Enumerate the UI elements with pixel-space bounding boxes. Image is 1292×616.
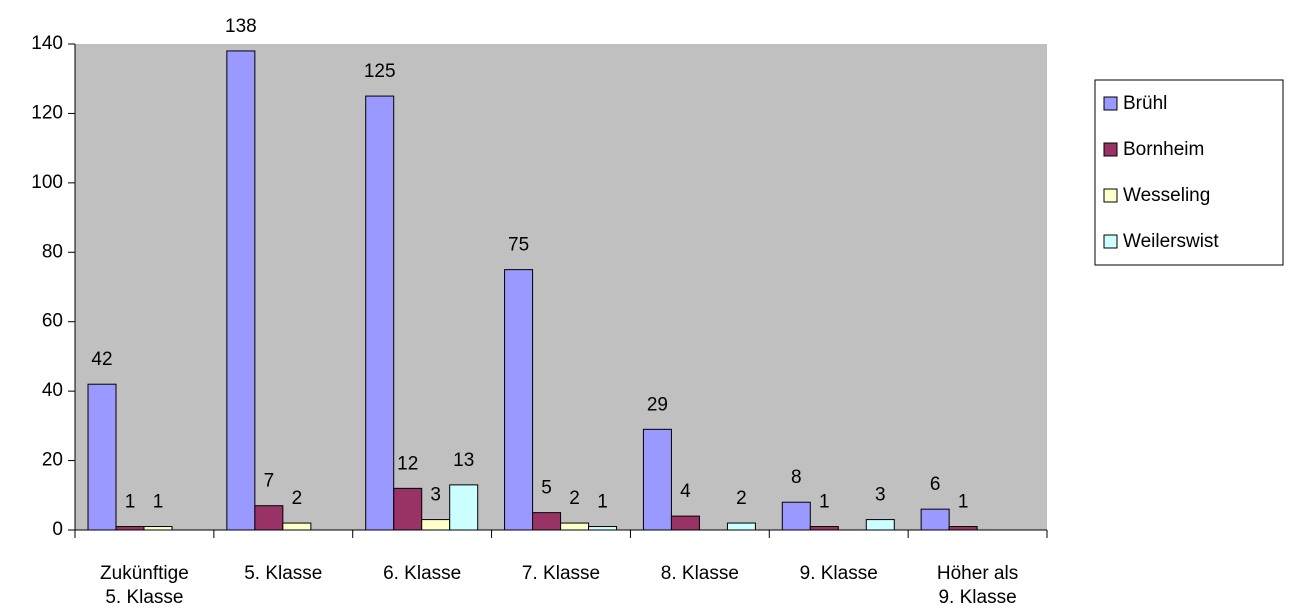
bar — [809, 526, 839, 531]
legend-box — [1094, 79, 1284, 266]
bar — [254, 505, 284, 531]
data-label: 1 — [597, 492, 608, 513]
bar — [642, 428, 672, 531]
bar — [115, 526, 145, 531]
x-tick-label: Höher als 9. Klasse — [936, 563, 1019, 608]
x-tick-label: 8. Klasse — [660, 563, 739, 584]
bar — [87, 383, 117, 531]
data-label: 1 — [153, 492, 164, 513]
legend-swatch — [1103, 142, 1118, 157]
bar — [588, 526, 618, 531]
data-label: 7 — [264, 471, 275, 492]
x-tick-label: 9. Klasse — [799, 563, 878, 584]
data-label: 6 — [930, 474, 941, 495]
data-label: 1 — [958, 492, 969, 513]
bar — [393, 487, 423, 531]
y-tick-label: 120 — [31, 102, 63, 123]
data-label: 125 — [364, 61, 396, 82]
data-label: 3 — [875, 485, 886, 506]
data-label: 4 — [680, 481, 691, 502]
data-label: 1 — [125, 492, 136, 513]
y-tick-label: 100 — [31, 172, 63, 193]
legend-label: Brühl — [1123, 93, 1167, 114]
data-label: 12 — [397, 453, 418, 474]
bar — [226, 50, 256, 531]
x-tick-label: Zukünftige 5. Klasse — [100, 563, 189, 608]
data-label: 42 — [91, 349, 112, 370]
data-label: 5 — [541, 478, 552, 499]
bar — [920, 508, 950, 531]
bar — [865, 519, 895, 531]
bar — [781, 501, 811, 531]
data-label: 2 — [569, 488, 580, 509]
legend-label: Bornheim — [1123, 139, 1204, 160]
x-tick-label: 6. Klasse — [383, 563, 462, 584]
data-label: 75 — [508, 235, 529, 256]
bar — [948, 526, 978, 531]
data-label: 13 — [453, 450, 474, 471]
data-label: 3 — [430, 485, 441, 506]
y-tick-label: 40 — [42, 380, 63, 401]
y-tick-label: 20 — [42, 450, 63, 471]
legend-label: Weilerswist — [1123, 231, 1219, 252]
bar — [726, 522, 756, 531]
data-label: 2 — [736, 488, 747, 509]
y-tick-label: 60 — [42, 311, 63, 332]
data-label: 29 — [647, 394, 668, 415]
data-label: 1 — [819, 492, 830, 513]
bar — [282, 522, 312, 531]
y-tick-label: 80 — [42, 241, 63, 262]
data-label: 8 — [791, 467, 802, 488]
plot-area — [75, 44, 1047, 530]
y-tick-label: 140 — [31, 33, 63, 54]
bar — [670, 515, 700, 531]
data-label: 138 — [225, 16, 257, 37]
y-tick-label: 0 — [52, 519, 63, 540]
x-tick-label: 5. Klasse — [244, 563, 323, 584]
legend-swatch — [1103, 188, 1118, 203]
legend-swatch — [1103, 96, 1118, 111]
bar — [449, 484, 479, 531]
bar — [504, 269, 534, 531]
x-tick-label: 7. Klasse — [521, 563, 601, 584]
legend-label: Wesseling — [1123, 185, 1210, 206]
bar — [560, 522, 590, 531]
bar — [421, 519, 451, 531]
data-label: 2 — [292, 488, 303, 509]
bar — [365, 95, 395, 531]
legend-swatch — [1103, 234, 1118, 249]
bar — [143, 526, 173, 531]
bar — [532, 512, 562, 531]
